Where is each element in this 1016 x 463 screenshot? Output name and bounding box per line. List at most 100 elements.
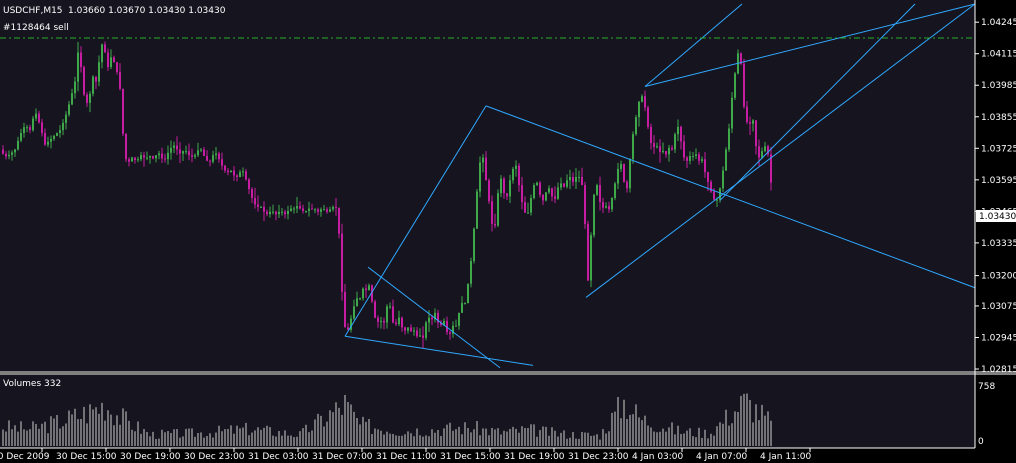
candle-body	[386, 306, 388, 323]
candle-body	[728, 128, 730, 150]
candle-body	[137, 159, 139, 161]
candle-body	[563, 183, 565, 187]
time-tick-label: 31 Dec 15:00	[440, 452, 501, 462]
candle-body	[293, 208, 295, 210]
candle-body	[635, 117, 637, 135]
candle-body	[419, 335, 421, 337]
candle-body	[767, 146, 769, 155]
candle-body	[14, 149, 16, 153]
candle-body	[392, 306, 394, 323]
candle-body	[257, 204, 259, 207]
trendline[interactable]	[719, 3, 916, 201]
candle-body	[749, 122, 751, 124]
candle-body	[467, 283, 469, 304]
candle-body	[101, 44, 103, 63]
candle-body	[326, 209, 328, 212]
trendline[interactable]	[644, 3, 743, 87]
time-tick-label: 31 Dec 03:00	[248, 452, 309, 462]
candle-body	[449, 332, 451, 334]
candle-body	[20, 133, 22, 141]
price-tick-label: 1.03595	[981, 176, 1016, 186]
candle-body	[485, 157, 487, 181]
candle-body	[560, 183, 562, 188]
candle-body	[374, 301, 376, 318]
candle-body	[104, 44, 106, 53]
trendline[interactable]	[344, 335, 534, 366]
candle-body	[404, 327, 406, 331]
candle-body	[656, 146, 658, 148]
candle-body	[191, 155, 193, 157]
candle-body	[167, 152, 169, 160]
candle-body	[587, 223, 589, 281]
candle-body	[422, 335, 424, 338]
price-tick-label: 1.03335	[981, 239, 1016, 249]
candle-body	[758, 146, 760, 158]
candle-body	[605, 206, 607, 208]
candle-body	[413, 330, 415, 332]
current-price-label: 1.03430	[979, 212, 1016, 222]
candle-body	[26, 127, 28, 129]
candle-body	[764, 146, 766, 152]
candle-body	[140, 155, 142, 160]
trendline[interactable]	[367, 266, 501, 369]
candle-body	[146, 157, 148, 159]
candle-body	[143, 155, 145, 158]
trendline[interactable]	[344, 105, 487, 337]
candle-body	[221, 159, 223, 166]
candle-body	[29, 127, 31, 131]
candle-body	[470, 261, 472, 284]
price-tick-label: 1.03200	[981, 272, 1016, 282]
candle-body	[122, 88, 124, 134]
candle-body	[437, 312, 439, 323]
candle-body	[335, 206, 337, 208]
candle-body	[761, 151, 763, 158]
candle-body	[179, 149, 181, 154]
candle-body	[119, 71, 121, 89]
candle-body	[290, 208, 292, 211]
candle-body	[518, 165, 520, 186]
candle-body	[230, 170, 232, 173]
candle-body	[488, 180, 490, 202]
candle-body	[260, 206, 262, 208]
candle-body	[71, 93, 73, 105]
price-tick-label: 1.03855	[981, 113, 1016, 123]
candle-body	[545, 192, 547, 201]
candle-body	[275, 211, 277, 215]
candle-body	[407, 327, 409, 331]
trendline[interactable]	[644, 3, 976, 87]
candle-body	[152, 155, 154, 159]
ohlc-readout: 1.03660 1.03670 1.03430 1.03430	[68, 6, 226, 16]
candle-body	[599, 185, 601, 203]
candle-body	[686, 157, 688, 161]
candle-body	[671, 147, 673, 150]
candle-body	[317, 209, 319, 212]
candle-body	[182, 151, 184, 154]
candle-body	[683, 141, 685, 158]
candle-body	[701, 159, 703, 161]
candle-body	[695, 154, 697, 156]
trendline[interactable]	[485, 105, 976, 289]
candle-body	[398, 317, 400, 325]
candle-body	[248, 179, 250, 190]
trendline[interactable]	[585, 3, 976, 298]
candle-body	[170, 147, 172, 153]
candle-body	[311, 208, 313, 210]
time-tick-label: 30 Dec 19:00	[120, 452, 181, 462]
candle-body	[197, 150, 199, 156]
candle-body	[524, 202, 526, 213]
candle-body	[200, 149, 202, 151]
candle-body	[65, 114, 67, 123]
candle-body	[455, 325, 457, 327]
candle-body	[440, 322, 442, 325]
time-tick-label: 4 Jan 07:00	[696, 452, 748, 462]
price-axis: 1.04245 1.04115 1.03985 1.03855 1.03725 1.035…	[0, 0, 1016, 449]
candle-body	[338, 207, 340, 234]
candle-body	[215, 153, 217, 156]
candle-body	[254, 198, 256, 205]
candle-body	[674, 134, 676, 150]
time-tick-label: 30 Dec 2009	[0, 452, 50, 462]
candle-body	[203, 149, 205, 156]
candle-body	[284, 211, 286, 215]
volume-title: Volumes 332	[3, 379, 61, 389]
